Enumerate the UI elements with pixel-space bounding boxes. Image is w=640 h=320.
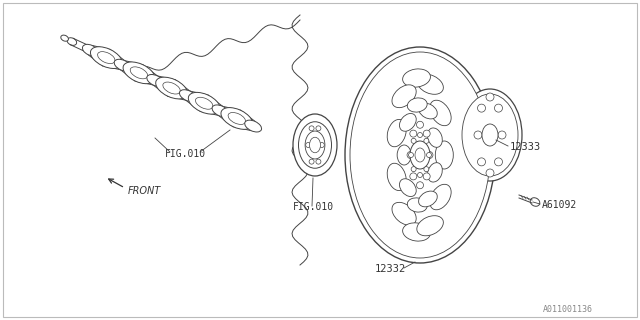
Ellipse shape bbox=[147, 75, 164, 86]
Ellipse shape bbox=[426, 151, 433, 158]
Ellipse shape bbox=[392, 85, 416, 108]
Ellipse shape bbox=[310, 137, 321, 153]
Ellipse shape bbox=[407, 151, 414, 158]
Ellipse shape bbox=[403, 223, 431, 241]
Ellipse shape bbox=[408, 153, 413, 157]
Ellipse shape bbox=[482, 124, 498, 146]
Ellipse shape bbox=[417, 132, 422, 138]
Ellipse shape bbox=[130, 67, 148, 79]
Ellipse shape bbox=[424, 138, 429, 143]
Ellipse shape bbox=[498, 131, 506, 139]
Ellipse shape bbox=[156, 77, 188, 99]
Ellipse shape bbox=[212, 105, 229, 117]
Ellipse shape bbox=[423, 130, 430, 137]
Ellipse shape bbox=[293, 114, 337, 176]
Ellipse shape bbox=[417, 121, 424, 128]
Ellipse shape bbox=[67, 38, 77, 45]
Ellipse shape bbox=[179, 90, 196, 101]
Ellipse shape bbox=[345, 47, 495, 263]
Ellipse shape bbox=[195, 97, 213, 109]
Ellipse shape bbox=[424, 167, 429, 172]
Ellipse shape bbox=[114, 59, 131, 71]
Ellipse shape bbox=[163, 82, 180, 94]
Ellipse shape bbox=[305, 131, 325, 159]
Ellipse shape bbox=[387, 163, 406, 191]
Text: A011001136: A011001136 bbox=[543, 305, 593, 314]
Ellipse shape bbox=[350, 52, 490, 258]
Ellipse shape bbox=[403, 69, 431, 87]
Ellipse shape bbox=[428, 128, 442, 147]
Ellipse shape bbox=[306, 142, 310, 148]
Ellipse shape bbox=[316, 126, 321, 131]
Ellipse shape bbox=[397, 145, 411, 165]
Ellipse shape bbox=[123, 62, 155, 84]
Ellipse shape bbox=[244, 120, 262, 132]
Ellipse shape bbox=[90, 47, 122, 68]
Ellipse shape bbox=[429, 100, 451, 126]
Ellipse shape bbox=[399, 179, 416, 196]
Ellipse shape bbox=[495, 158, 502, 166]
Ellipse shape bbox=[411, 138, 416, 143]
Ellipse shape bbox=[399, 114, 416, 131]
Ellipse shape bbox=[407, 98, 427, 112]
Ellipse shape bbox=[411, 167, 416, 172]
Ellipse shape bbox=[83, 44, 97, 56]
Ellipse shape bbox=[298, 122, 332, 168]
Text: 12332: 12332 bbox=[375, 264, 406, 274]
Text: FIG.010: FIG.010 bbox=[293, 202, 334, 212]
Ellipse shape bbox=[474, 131, 482, 139]
Ellipse shape bbox=[415, 148, 425, 162]
Text: A61092: A61092 bbox=[542, 200, 577, 210]
Ellipse shape bbox=[228, 113, 246, 124]
Ellipse shape bbox=[417, 182, 424, 189]
Ellipse shape bbox=[61, 35, 68, 41]
Ellipse shape bbox=[410, 173, 417, 180]
Ellipse shape bbox=[435, 141, 453, 169]
Ellipse shape bbox=[410, 130, 417, 137]
Ellipse shape bbox=[462, 94, 518, 176]
Ellipse shape bbox=[423, 173, 430, 180]
Ellipse shape bbox=[392, 202, 416, 225]
Ellipse shape bbox=[417, 216, 444, 236]
Ellipse shape bbox=[486, 93, 494, 101]
Ellipse shape bbox=[221, 108, 253, 129]
Ellipse shape bbox=[495, 104, 502, 112]
Ellipse shape bbox=[477, 104, 486, 112]
Ellipse shape bbox=[417, 172, 422, 178]
Ellipse shape bbox=[458, 89, 522, 181]
Ellipse shape bbox=[530, 198, 540, 206]
Ellipse shape bbox=[419, 103, 437, 119]
Ellipse shape bbox=[309, 159, 314, 164]
Text: FIG.010: FIG.010 bbox=[165, 149, 206, 159]
Ellipse shape bbox=[407, 198, 427, 212]
Ellipse shape bbox=[319, 142, 324, 148]
Ellipse shape bbox=[316, 159, 321, 164]
Ellipse shape bbox=[477, 158, 486, 166]
Ellipse shape bbox=[429, 184, 451, 210]
Ellipse shape bbox=[97, 52, 115, 64]
Ellipse shape bbox=[309, 126, 314, 131]
Ellipse shape bbox=[486, 169, 494, 177]
Ellipse shape bbox=[387, 119, 406, 147]
Ellipse shape bbox=[426, 153, 431, 157]
Ellipse shape bbox=[188, 92, 220, 114]
Text: FRONT: FRONT bbox=[128, 186, 161, 196]
Ellipse shape bbox=[410, 141, 430, 169]
Text: 12333: 12333 bbox=[510, 142, 541, 152]
Ellipse shape bbox=[417, 74, 444, 94]
Ellipse shape bbox=[419, 191, 437, 207]
Ellipse shape bbox=[428, 163, 442, 182]
